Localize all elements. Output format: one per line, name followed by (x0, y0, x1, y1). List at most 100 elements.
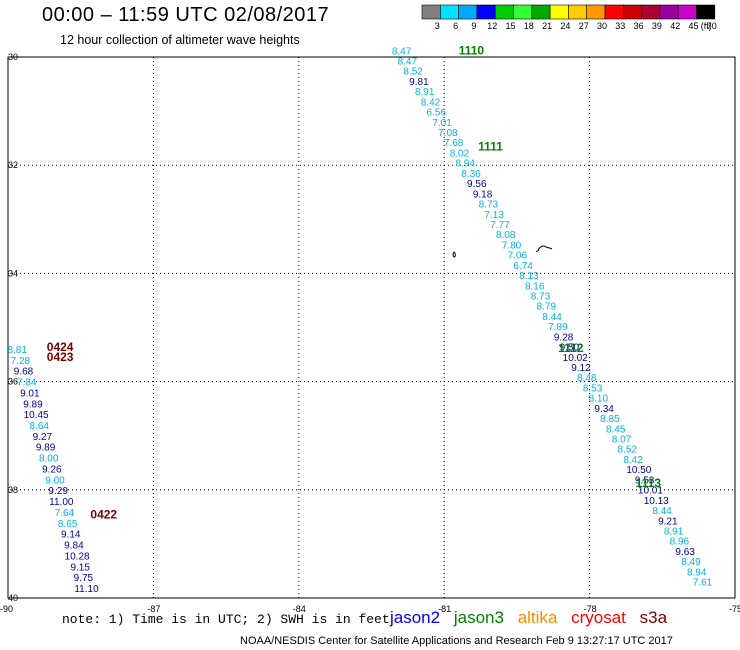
wave-height-label: 7.61 (693, 578, 713, 589)
coastline (452, 245, 553, 258)
colorbar-swatch (641, 4, 661, 20)
y-tick-label: 40 (8, 593, 18, 603)
wave-height-label: 9.75 (74, 573, 94, 584)
wave-height-label: 7.13 (484, 210, 504, 221)
wave-height-label: 8.96 (670, 537, 690, 548)
x-tick-label: -78 (584, 604, 597, 614)
satellite-legend: jason2 jason3 altika cryosat s3a (390, 608, 676, 628)
colorbar-swatch (531, 4, 551, 20)
wave-height-label: 8.79 (537, 302, 557, 313)
colorbar-swatch (622, 4, 642, 20)
wave-height-label: 9.34 (594, 404, 614, 415)
y-tick-label: 34 (8, 268, 18, 278)
footer-note: note: 1) Time is in UTC; 2) SWH is in fe… (62, 612, 390, 627)
pass-time-label: 1113 (636, 476, 662, 490)
wave-height-label: 8.64 (30, 421, 50, 432)
wave-height-label: 9.81 (409, 77, 429, 88)
x-tick-label: -84 (293, 604, 306, 614)
wave-height-label: 9.50 (560, 343, 580, 354)
wave-height-label: 9.01 (20, 388, 40, 399)
wave-height-label: 10.50 (626, 465, 651, 476)
x-tick-label: -87 (147, 604, 160, 614)
wave-height-label: 8.47 (392, 46, 412, 57)
y-tick-label: 30 (8, 52, 18, 62)
wave-height-label: 9.28 (554, 332, 574, 343)
wave-height-label: 8.08 (496, 230, 516, 241)
colorbar-label: 24 (560, 21, 570, 31)
island-shape (535, 245, 553, 253)
colorbar-swatch (494, 4, 514, 20)
wave-height-label: 8.10 (589, 394, 609, 405)
page-title: 00:00 – 11:59 UTC 02/08/2017 (42, 4, 330, 26)
wave-height-label: 10.28 (65, 551, 90, 562)
colorbar-label: 45 (688, 21, 698, 31)
island-shape (452, 251, 456, 258)
colorbar-swatch (513, 4, 533, 20)
wave-height-label: 10.45 (24, 410, 49, 421)
wave-height-label: 8.16 (525, 281, 545, 292)
colorbar-label: 27 (579, 21, 589, 31)
wave-height-label: 10.01 (638, 486, 663, 497)
colorbar-swatch (677, 4, 697, 20)
legend-altika: altika (517, 608, 558, 627)
wave-height-label: 7.84 (17, 378, 37, 389)
wave-height-label: 9.21 (658, 516, 678, 527)
wave-height-label: 8.53 (583, 383, 603, 394)
wave-height-label: 8.94 (687, 567, 707, 578)
colorbar-swatch (549, 4, 569, 20)
wave-height-label: 9.12 (571, 363, 591, 374)
pass-time-label: 1110 (459, 43, 485, 57)
pass-time-label: 1112 (558, 341, 584, 355)
wave-height-label: 6.74 (513, 261, 533, 272)
map-frame (7, 56, 736, 599)
colorbar-label: 9 (471, 21, 476, 31)
wave-height-tracks: 8.478.478.529.818.918.426.567.017.087.68… (7, 46, 712, 595)
wave-height-label: 9.89 (23, 399, 43, 410)
legend-jason2: jason2 (390, 608, 441, 627)
wave-height-label: 8.42 (421, 97, 441, 108)
colorbar-label: 33 (615, 21, 625, 31)
wave-height-label: 8.73 (479, 200, 499, 211)
wave-height-label: 8.91 (415, 87, 435, 98)
wave-height-label: 8.44 (542, 312, 562, 323)
lat-lon-grid (7, 56, 736, 599)
page-subtitle: 12 hour collection of altimeter wave hei… (60, 33, 300, 47)
wave-height-label: 8.85 (600, 414, 620, 425)
colorbar-label: 18 (524, 21, 534, 31)
wave-height-label: 9.89 (36, 443, 56, 454)
wave-height-label: 8.42 (623, 455, 643, 466)
track-east: 8.478.478.529.818.918.426.567.017.087.68… (392, 46, 713, 588)
wave-height-label: 10.13 (644, 496, 669, 507)
wave-height-label: 7.08 (438, 128, 458, 139)
wave-height-label: 10.02 (563, 353, 588, 364)
colorbar-label: 36 (634, 21, 644, 31)
colorbar-swatch (586, 4, 606, 20)
wave-height-label: 9.00 (45, 475, 65, 486)
colorbar-label: 42 (670, 21, 680, 31)
wave-height-label: 7.89 (548, 322, 568, 333)
legend-jason3: jason3 (453, 608, 504, 627)
colorbar-swatch (476, 4, 496, 20)
colorbar-label: 21 (542, 21, 552, 31)
track-west: 8.817.289.687.849.019.8910.458.649.279.8… (7, 345, 99, 595)
wave-height-label: 8.48 (577, 373, 597, 384)
credit-line: NOAA/NESDIS Center for Satellite Applica… (240, 635, 673, 647)
wave-height-label: 7.80 (502, 240, 522, 251)
pass-time-label: 0422 (90, 507, 117, 521)
wave-height-label: 9.63 (675, 547, 695, 558)
wave-height-label: 8.49 (681, 557, 701, 568)
wave-height-label: 8.52 (403, 67, 423, 78)
wave-height-label: 7.68 (444, 138, 464, 149)
wave-height-label: 8.44 (652, 506, 672, 517)
colorbar-swatch (604, 4, 624, 20)
colorbar-label: 6 (453, 21, 458, 31)
legend-cryosat: cryosat (571, 608, 626, 627)
x-tick-label: -75 (729, 604, 740, 614)
colorbar-label: 70 (707, 21, 717, 31)
wave-height-label: 8.91 (664, 526, 684, 537)
wave-height-label: 6.56 (427, 108, 447, 119)
wave-height-label: 9.29 (48, 486, 68, 497)
y-tick-label: 36 (8, 377, 18, 387)
colorbar-swatch (659, 4, 679, 20)
